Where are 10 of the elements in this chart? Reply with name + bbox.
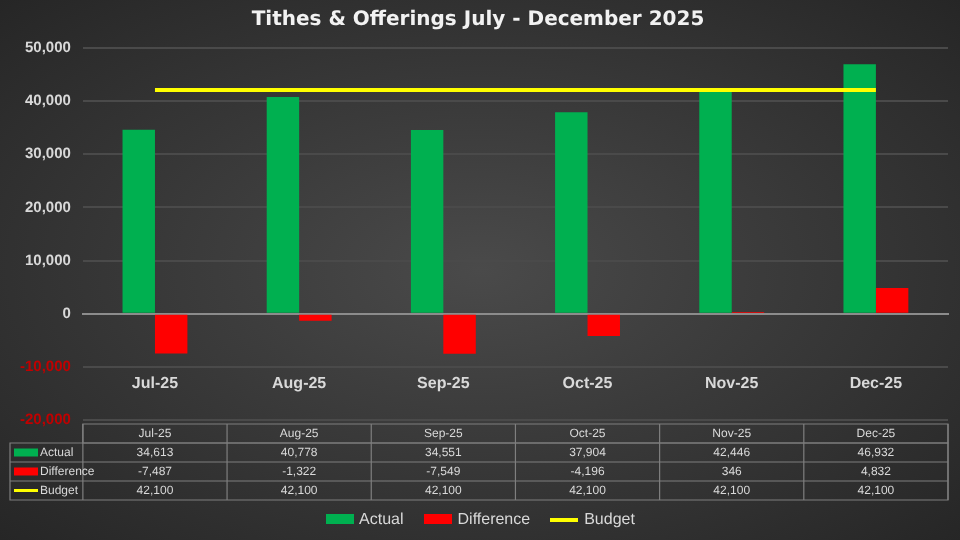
x-tick-label: Sep-25 (417, 373, 471, 392)
x-tick-label: Oct-25 (562, 373, 614, 392)
text: Difference (457, 510, 531, 528)
x-tick-label: Aug-25 (272, 373, 328, 392)
x-tick-label: Jul-25 (131, 373, 180, 392)
text: Budget (584, 510, 635, 528)
x-tick-label: Nov-25 (705, 373, 760, 392)
x-tick-label: Dec-25 (849, 373, 904, 392)
chart-title: Tithes & Offerings July - December 2025 (251, 9, 705, 32)
text: Actual (359, 510, 404, 528)
